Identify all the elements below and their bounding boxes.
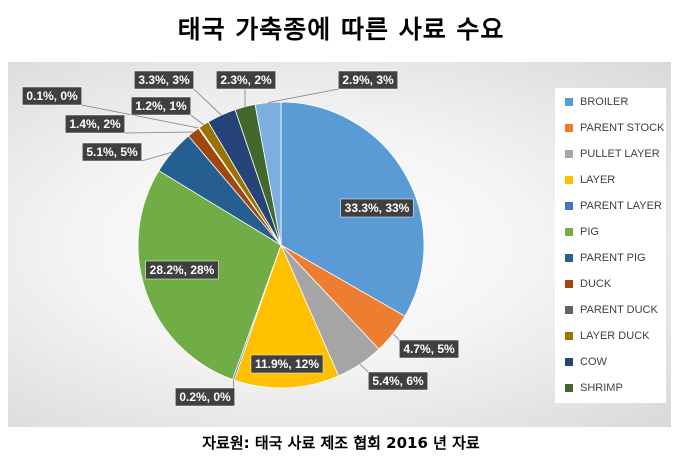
data-label: 1.2%, 1% xyxy=(131,96,191,116)
legend-label: COW xyxy=(580,356,607,368)
legend-swatch xyxy=(565,176,573,184)
svg-text:33.3%, 33%: 33.3%, 33% xyxy=(345,201,410,215)
legend-swatch xyxy=(565,150,573,158)
data-label: 0.2%, 0% xyxy=(175,387,235,407)
legend-label: PARENT DUCK xyxy=(580,304,658,316)
data-label: 0.1%, 0% xyxy=(22,86,82,106)
legend-item: BROILER xyxy=(555,94,628,110)
svg-text:2.3%, 2%: 2.3%, 2% xyxy=(220,73,272,87)
legend-label: SHRIMP xyxy=(580,382,623,394)
legend-label: PARENT PIG xyxy=(580,252,646,264)
svg-text:0.2%, 0%: 0.2%, 0% xyxy=(179,390,231,404)
source-note: 자료원: 태국 사료 제조 협회 2016 년 자료 xyxy=(202,434,480,452)
chart-title: 태국 가축종에 따른 사료 수요 xyxy=(177,15,505,44)
data-label: 11.9%, 12% xyxy=(250,354,324,374)
data-label: 2.3%, 2% xyxy=(216,70,276,90)
data-label: 3.3%, 3% xyxy=(134,70,194,90)
legend-swatch xyxy=(565,254,573,262)
svg-text:5.1%, 5%: 5.1%, 5% xyxy=(86,145,138,159)
svg-text:3.3%, 3%: 3.3%, 3% xyxy=(138,73,190,87)
svg-text:28.2%, 28%: 28.2%, 28% xyxy=(150,263,215,277)
legend-swatch xyxy=(565,124,573,132)
legend-item: SHRIMP xyxy=(555,380,623,396)
legend-swatch xyxy=(565,280,573,288)
pie-slice-layer xyxy=(233,243,340,389)
legend-item: LAYER DUCK xyxy=(555,328,649,344)
leader-line xyxy=(392,333,400,341)
legend-label: LAYER xyxy=(580,174,616,186)
leader-line xyxy=(124,131,194,134)
legend-swatch xyxy=(565,332,573,340)
legend-swatch xyxy=(565,228,573,236)
svg-text:4.7%, 5%: 4.7%, 5% xyxy=(403,342,455,356)
svg-text:11.9%, 12%: 11.9%, 12% xyxy=(255,357,319,371)
legend-swatch xyxy=(565,358,573,366)
legend-item: PARENT DUCK xyxy=(555,302,658,318)
leader-line xyxy=(193,88,222,116)
legend-swatch xyxy=(565,202,573,210)
svg-text:1.2%, 1%: 1.2%, 1% xyxy=(135,99,187,113)
data-label: 33.3%, 33% xyxy=(340,198,414,218)
leader-line xyxy=(141,151,173,162)
legend-label: PIG xyxy=(580,226,599,238)
svg-text:0.1%, 0%: 0.1%, 0% xyxy=(26,89,78,103)
legend-swatch xyxy=(565,306,573,314)
data-label: 5.4%, 6% xyxy=(368,371,428,391)
data-label: 28.2%, 28% xyxy=(145,260,219,280)
legend-label: BROILER xyxy=(580,96,629,108)
legend-item: DUCK xyxy=(555,276,611,292)
leader-line xyxy=(190,114,204,126)
legend-swatch xyxy=(565,384,573,392)
data-label: 5.1%, 5% xyxy=(82,142,142,162)
svg-text:1.4%, 2%: 1.4%, 2% xyxy=(69,117,121,131)
legend-item: PARENT LAYER xyxy=(555,198,662,214)
leader-line xyxy=(81,104,199,129)
svg-text:2.9%, 3%: 2.9%, 3% xyxy=(342,73,394,87)
legend-item: PARENT STOCK xyxy=(555,120,664,136)
legend-item: PULLET LAYER xyxy=(555,146,660,162)
legend-label: DUCK xyxy=(580,278,612,290)
leader-line xyxy=(359,363,369,373)
data-label: 2.9%, 3% xyxy=(338,70,398,90)
legend-label: LAYER DUCK xyxy=(580,330,650,342)
legend-label: PARENT LAYER xyxy=(580,200,662,212)
legend-item: PARENT PIG xyxy=(555,250,646,266)
legend-item: LAYER xyxy=(555,172,615,188)
legend-label: PARENT STOCK xyxy=(580,122,665,134)
leader-line xyxy=(267,88,339,103)
legend-item: PIG xyxy=(555,224,599,240)
legend: BROILER PARENT STOCK PULLET LAYER LAYER PARE… xyxy=(555,88,666,403)
data-label: 1.4%, 2% xyxy=(65,114,125,134)
legend-label: PULLET LAYER xyxy=(580,148,660,160)
data-label: 4.7%, 5% xyxy=(399,339,459,359)
legend-item: COW xyxy=(555,354,607,370)
legend-swatch xyxy=(565,98,573,106)
svg-text:5.4%, 6%: 5.4%, 6% xyxy=(372,374,424,388)
